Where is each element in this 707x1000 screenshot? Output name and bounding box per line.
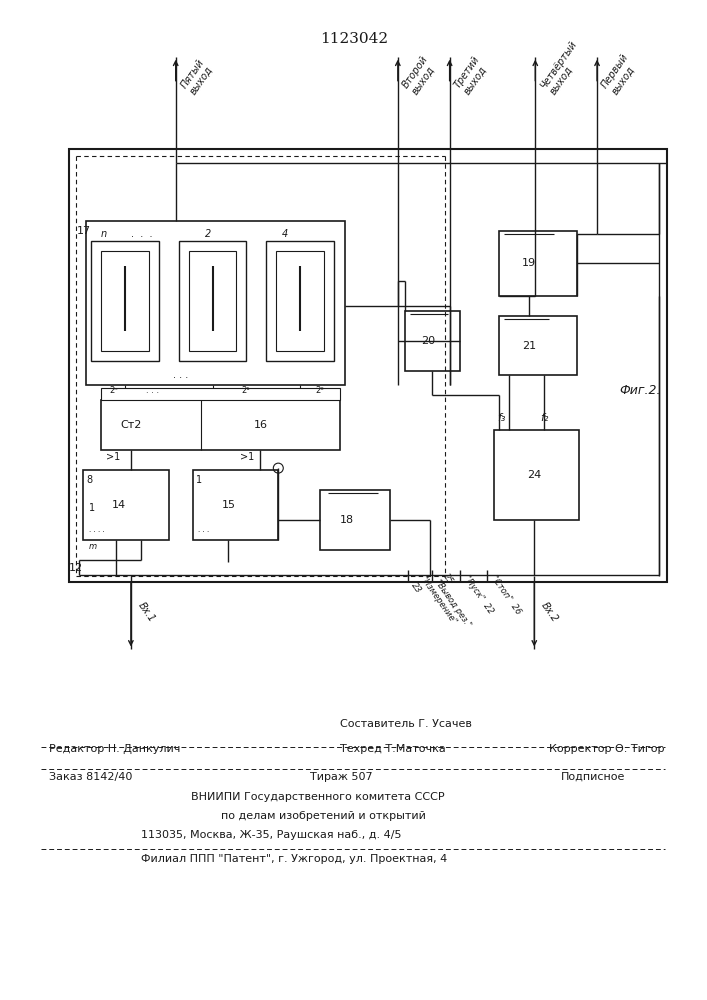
Text: m: m (89, 542, 97, 551)
Text: Пятый
выход: Пятый выход (179, 57, 216, 97)
Bar (101, 251, 148, 351)
Bar (83, 470, 169, 540)
Text: 20: 20 (421, 336, 435, 346)
Text: 14: 14 (112, 500, 126, 510)
Text: . . .: . . . (173, 370, 188, 380)
Bar (499, 316, 577, 375)
Text: 2⁰: 2⁰ (316, 386, 325, 395)
Text: 17: 17 (77, 226, 91, 236)
Text: Заказ 8142/40: Заказ 8142/40 (49, 772, 133, 782)
Bar (405, 311, 460, 371)
Text: 4: 4 (282, 229, 288, 239)
Text: . . .: . . . (198, 527, 209, 533)
Bar (91, 241, 159, 361)
Bar (101, 400, 340, 450)
Text: 18: 18 (340, 515, 354, 525)
Text: 15: 15 (221, 500, 235, 510)
Text: Ст2: Ст2 (120, 420, 141, 430)
Text: Техред Т.Маточка: Техред Т.Маточка (340, 744, 446, 754)
Text: Вх.1: Вх.1 (136, 601, 156, 625)
Text: ВНИИПИ Государственного комитета СССР: ВНИИПИ Государственного комитета СССР (191, 792, 444, 802)
Bar (179, 241, 247, 361)
Text: 1: 1 (89, 503, 95, 513)
Text: Второй
выход: Второй выход (401, 54, 440, 97)
Text: f₃: f₃ (497, 413, 506, 423)
Text: "Измерение"
23: "Измерение" 23 (410, 575, 458, 632)
Text: Четвёртый
выход: Четвёртый выход (538, 38, 588, 97)
Bar (320, 490, 390, 550)
Text: Третий
выход: Третий выход (452, 54, 491, 97)
Bar (267, 241, 334, 361)
Text: 16: 16 (253, 420, 267, 430)
Text: 24: 24 (527, 470, 542, 480)
Text: 25
"Вывод рез.": 25 "Вывод рез." (433, 572, 481, 629)
Text: 19: 19 (522, 258, 537, 268)
Text: . . .: . . . (146, 386, 159, 395)
Text: 2ⁿ: 2ⁿ (109, 386, 117, 395)
Text: 2: 2 (206, 229, 211, 239)
Text: Филиал ППП "Патент", г. Ужгород, ул. Проектная, 4: Филиал ППП "Патент", г. Ужгород, ул. Про… (141, 854, 447, 864)
Bar (494, 430, 579, 520)
Bar (189, 251, 236, 351)
Bar (86, 221, 345, 385)
Text: "Стоп"  26: "Стоп" 26 (489, 574, 522, 616)
Text: 113035, Москва, Ж-35, Раушская наб., д. 4/5: 113035, Москва, Ж-35, Раушская наб., д. … (141, 830, 402, 840)
Text: f₂: f₂ (540, 413, 549, 423)
Text: 2¹: 2¹ (241, 386, 250, 395)
Text: Первый
выход: Первый выход (600, 52, 641, 97)
Text: по делам изобретений и открытий: по делам изобретений и открытий (221, 811, 426, 821)
Text: >1: >1 (240, 452, 255, 462)
Text: Редактор Н. Данкулич: Редактор Н. Данкулич (49, 744, 180, 754)
Text: Тираж 507: Тираж 507 (310, 772, 373, 782)
Text: Вх.2: Вх.2 (539, 601, 560, 625)
Bar (499, 231, 577, 296)
Bar (192, 470, 279, 540)
Bar (69, 149, 667, 582)
Text: Составитель Г. Усачев: Составитель Г. Усачев (340, 719, 472, 729)
Text: >1: >1 (106, 452, 120, 462)
Text: . . . .: . . . . (89, 527, 105, 533)
Text: 12: 12 (69, 563, 83, 573)
Text: Подписное: Подписное (561, 772, 626, 782)
Bar (276, 251, 324, 351)
Bar (101, 388, 340, 400)
Text: Корректор О. Тигор: Корректор О. Тигор (549, 744, 665, 754)
Text: 21: 21 (522, 341, 537, 351)
Text: 8: 8 (86, 475, 92, 485)
Text: Фиг.2.: Фиг.2. (619, 384, 660, 397)
Text: "Пуск"  22: "Пуск" 22 (462, 574, 494, 615)
Text: 1123042: 1123042 (320, 32, 388, 46)
Text: .  .  .: . . . (131, 229, 153, 239)
Text: 1: 1 (196, 475, 201, 485)
Text: n: n (101, 229, 107, 239)
